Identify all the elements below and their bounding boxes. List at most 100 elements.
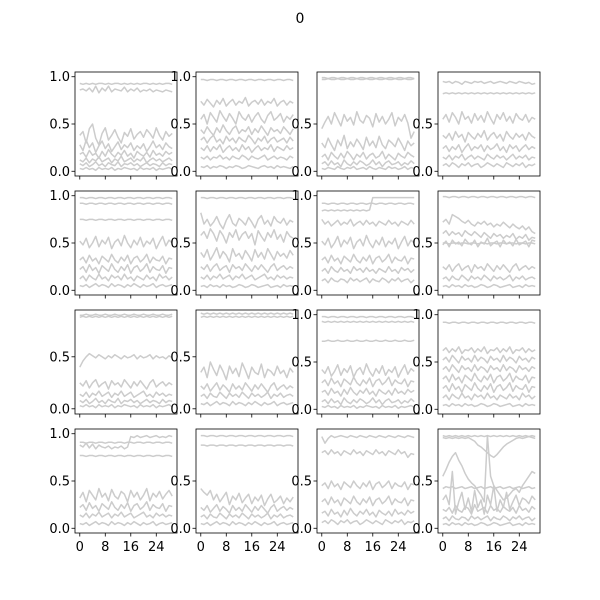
- panel-series-group: [79, 196, 173, 289]
- x-tick-label: 16: [244, 540, 261, 555]
- panel-3-1: 0.0 0.5 0 8 16 24: [170, 428, 299, 555]
- series-line-1: [200, 315, 294, 319]
- figure-title: 0: [296, 11, 305, 27]
- series-line-5: [321, 386, 415, 397]
- series-line-4: [321, 376, 415, 388]
- series-line-2: [79, 454, 173, 458]
- series-line-1: [442, 213, 536, 235]
- x-tick-label: 8: [222, 540, 230, 555]
- series-line-7: [442, 521, 536, 527]
- series-line-2: [442, 110, 536, 125]
- panel-series-group: [321, 196, 415, 284]
- x-tick-label: 8: [343, 540, 351, 555]
- series-line-5: [200, 273, 294, 281]
- series-line-0: [200, 78, 294, 82]
- series-line-6: [321, 397, 415, 406]
- series-line-1: [79, 85, 173, 94]
- panel-2-2: 0.0 0.5 1.0: [291, 308, 420, 418]
- series-line-5: [200, 520, 294, 527]
- y-tick-label: 0.0: [170, 402, 191, 417]
- series-line-3: [442, 129, 536, 143]
- series-line-3: [200, 246, 294, 263]
- panel-series-group: [321, 434, 415, 526]
- series-line-4: [442, 237, 536, 248]
- series-line-4: [200, 512, 294, 520]
- y-tick-label: 0.0: [412, 522, 433, 537]
- series-line-0: [442, 434, 536, 438]
- series-line-2: [200, 361, 294, 381]
- x-tick-label: 0: [318, 540, 326, 555]
- series-line-0: [200, 434, 294, 438]
- y-tick-label: 0.5: [291, 237, 312, 252]
- series-line-6: [79, 161, 173, 168]
- series-line-5: [79, 397, 173, 405]
- y-tick-label: 0.5: [170, 118, 191, 133]
- series-line-0: [321, 315, 415, 319]
- y-tick-label: 0.5: [291, 118, 312, 133]
- y-tick-label: 0.0: [412, 284, 433, 299]
- series-line-3: [200, 503, 294, 514]
- series-line-1: [442, 92, 536, 95]
- y-tick-label: 0.5: [170, 350, 191, 365]
- x-tick-label: 24: [269, 540, 286, 555]
- series-line-6: [79, 403, 173, 409]
- series-line-4: [79, 390, 173, 399]
- series-line-0: [200, 196, 294, 200]
- panel-2-0: 0.0 0.5: [49, 309, 178, 418]
- series-line-0: [79, 313, 173, 316]
- x-tick-label: 24: [511, 540, 528, 555]
- x-tick-label: 16: [486, 540, 503, 555]
- series-line-3: [79, 234, 173, 250]
- y-tick-label: 0.5: [170, 237, 191, 252]
- panel-series-group: [200, 312, 294, 407]
- panel-1-3: 0.0 0.5: [412, 190, 541, 299]
- y-tick-label: 1.0: [291, 308, 312, 323]
- panel-grid: 0.00.51.00.00.51.00.00.50.00.50.00.51.00…: [49, 70, 541, 555]
- series-line-5: [200, 400, 294, 407]
- series-line-4: [442, 470, 536, 515]
- series-line-5: [79, 263, 173, 274]
- panel-series-group: [79, 313, 173, 409]
- series-line-1: [79, 434, 173, 450]
- y-tick-label: 0.0: [170, 284, 191, 299]
- panel-series-group: [442, 80, 536, 169]
- panel-series-group: [200, 196, 294, 289]
- panel-series-group: [442, 434, 536, 527]
- series-line-0: [79, 82, 173, 86]
- series-line-4: [200, 134, 294, 145]
- series-line-2: [321, 480, 415, 491]
- series-line-7: [200, 164, 294, 170]
- panel-series-group: [79, 82, 173, 172]
- series-line-0: [79, 196, 173, 200]
- y-tick-label: 1.0: [412, 308, 433, 323]
- series-line-3: [442, 364, 536, 374]
- panel-series-group: [79, 434, 173, 527]
- y-tick-label: 0.5: [412, 356, 433, 371]
- series-line-5: [200, 144, 294, 154]
- panel-1-1: 0.0 0.5: [170, 190, 299, 299]
- panel-3-0: 0.0 0.5 1.0 0 8 16 24: [49, 427, 178, 555]
- series-line-5: [79, 155, 173, 164]
- series-line-4: [321, 253, 415, 265]
- series-line-1: [321, 77, 415, 81]
- series-line-3: [200, 382, 294, 393]
- series-line-2: [442, 354, 536, 364]
- series-line-4: [442, 143, 536, 154]
- series-line-1: [321, 449, 415, 459]
- series-line-0: [442, 195, 536, 199]
- series-line-1: [321, 320, 415, 324]
- series-line-4: [200, 391, 294, 400]
- series-line-0: [200, 312, 294, 315]
- series-line-4: [321, 150, 415, 161]
- panel-series-group: [200, 78, 294, 170]
- y-tick-label: 0.5: [49, 350, 70, 365]
- series-line-1: [321, 196, 415, 212]
- y-tick-label: 0.5: [49, 237, 70, 252]
- series-line-2: [442, 229, 536, 241]
- panel-0-1: 0.0 0.5 1.0: [170, 70, 299, 180]
- x-tick-label: 24: [148, 540, 165, 555]
- series-line-1: [200, 212, 294, 230]
- y-tick-label: 1.0: [170, 70, 191, 85]
- series-line-1: [200, 96, 294, 108]
